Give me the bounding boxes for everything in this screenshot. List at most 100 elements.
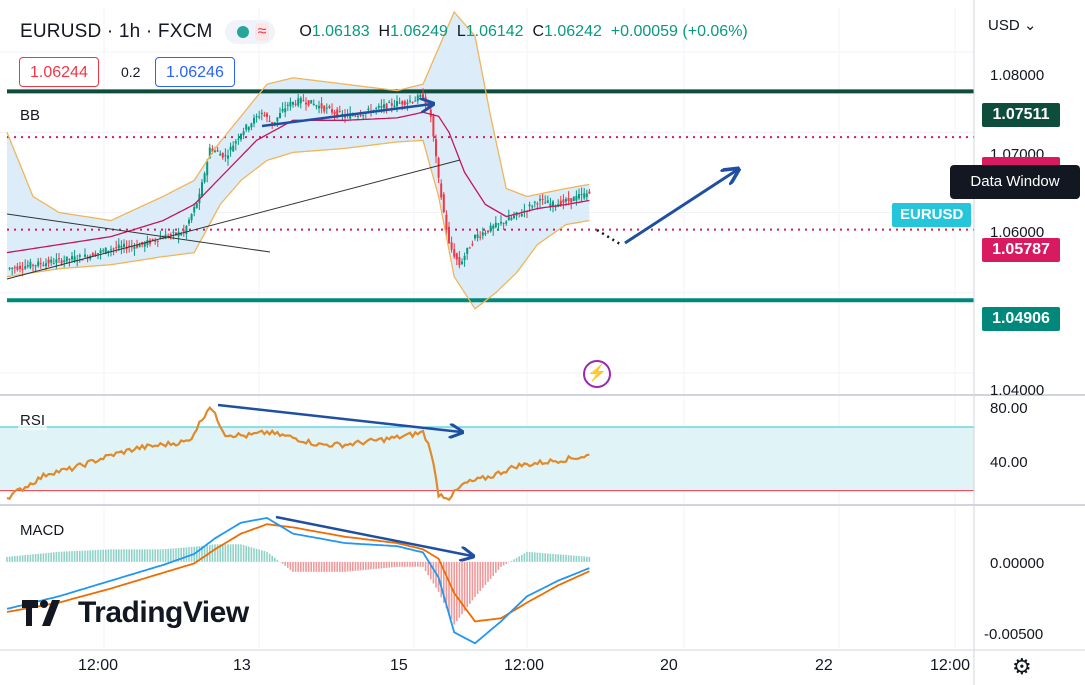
candle-body — [375, 108, 378, 110]
candle-body — [221, 152, 224, 158]
candle-body — [546, 200, 549, 203]
candle-body — [455, 253, 458, 260]
candle-body — [396, 101, 398, 107]
symbol-price-tag[interactable]: EURUSD — [892, 203, 972, 227]
macd-histogram-bar — [391, 561, 393, 568]
candle-body — [429, 109, 432, 117]
candle-body — [133, 246, 136, 249]
macd-histogram-bar — [372, 561, 375, 570]
lightning-icon[interactable]: ⚡ — [583, 360, 611, 388]
price-tag-support[interactable]: 1.05787 — [982, 238, 1060, 262]
candle-body — [190, 214, 193, 221]
candle-body — [281, 109, 284, 112]
macd-histogram-bar — [588, 556, 591, 562]
macd-histogram-bar — [211, 544, 214, 562]
candle-body — [331, 109, 333, 113]
candle-body — [138, 244, 141, 248]
candle-body — [359, 114, 362, 116]
candle-body — [250, 123, 253, 128]
macd-histogram-bar — [19, 555, 21, 562]
candle-body — [507, 216, 510, 221]
candle-body — [175, 232, 177, 235]
macd-histogram-bar — [258, 549, 260, 562]
macd-histogram-bar — [586, 556, 588, 562]
macd-histogram-bar — [144, 549, 146, 562]
macd-line — [6, 517, 590, 645]
candle-body — [432, 114, 435, 137]
candle-body — [224, 155, 227, 157]
candle-body — [55, 259, 58, 263]
macd-histogram-bar — [73, 551, 76, 562]
candle-body — [19, 265, 21, 269]
candle-body — [411, 102, 414, 104]
tradingview-mark-icon — [22, 600, 60, 626]
settings-gear-icon[interactable]: ⚙ — [1012, 654, 1032, 679]
rsi-indicator-label[interactable]: RSI — [18, 411, 48, 430]
candle-body — [229, 146, 232, 151]
macd-histogram-bar — [411, 561, 414, 567]
candle-body — [494, 222, 497, 228]
macd-histogram-bar — [562, 554, 565, 562]
candle-body — [294, 103, 297, 105]
drawings[interactable] — [6, 104, 737, 556]
macd-histogram-bar — [528, 552, 531, 562]
x-tick-7: 12:00 — [930, 657, 971, 674]
macd-histogram-bar — [456, 561, 458, 622]
currency-selector[interactable]: USD ⌄ — [988, 16, 1036, 34]
candle-body — [312, 103, 315, 106]
macd-histogram-bar — [219, 544, 221, 562]
macd-histogram-bar — [534, 552, 536, 562]
macd-histogram-bar — [510, 560, 513, 562]
projection-arrow — [624, 170, 737, 245]
candle-body — [253, 117, 255, 124]
macd-histogram-bar — [339, 561, 341, 572]
ohlc-values: O1.06183 H1.06249 L1.06142 C1.06242 +0.0… — [299, 23, 747, 41]
price-tag-resistance[interactable]: 1.07511 — [982, 103, 1060, 127]
macd-histogram-bar — [388, 561, 390, 568]
candle-body — [193, 206, 196, 213]
candle-body — [393, 105, 396, 107]
macd-histogram-bar — [164, 549, 167, 562]
candle-body — [214, 150, 216, 152]
candle-body — [266, 113, 268, 118]
candle-body — [125, 247, 128, 250]
macd-histogram-bar — [63, 551, 65, 562]
macd-histogram-bar — [500, 561, 502, 567]
macd-histogram-bar — [102, 549, 104, 562]
macd-histogram-bar — [53, 552, 55, 562]
tradingview-logo[interactable]: TradingView — [22, 596, 249, 630]
candle-body — [156, 240, 159, 242]
candle-body — [471, 244, 474, 246]
candle-body — [94, 253, 97, 257]
macd-histogram-bar — [344, 561, 346, 572]
horizontal-levels[interactable] — [7, 89, 974, 303]
candle-body — [11, 267, 14, 269]
bb-indicator-label[interactable]: BB — [18, 106, 43, 125]
candle-body — [492, 225, 495, 229]
macd-histogram-bar — [575, 555, 578, 562]
candle-body — [84, 254, 86, 257]
macd-histogram-bar — [45, 553, 47, 562]
candle-body — [349, 113, 352, 119]
macd-histogram-bar — [297, 561, 299, 572]
candle-body — [448, 226, 450, 244]
macd-histogram-bar — [463, 561, 466, 611]
candle-body — [588, 191, 591, 194]
candle-body — [258, 116, 261, 118]
macd-indicator-label[interactable]: MACD — [18, 521, 67, 540]
symbol-title[interactable]: EURUSD · 1h · FXCM — [20, 21, 213, 42]
price-tag-bottom[interactable]: 1.04906 — [982, 307, 1060, 331]
status-pill[interactable]: ≈ — [224, 20, 276, 44]
macd-histogram-bar — [310, 561, 312, 572]
candle-body — [398, 102, 401, 104]
buy-button[interactable]: 1.06246 — [155, 57, 235, 87]
rsi-pane[interactable] — [0, 406, 974, 502]
candle-body — [234, 141, 237, 144]
macd-pane[interactable] — [6, 517, 591, 645]
sell-button[interactable]: 1.06244 — [19, 57, 99, 87]
candle-body — [570, 198, 573, 203]
macd-histogram-bar — [352, 561, 354, 572]
macd-histogram-bar — [424, 561, 427, 572]
high-label: H — [378, 23, 391, 40]
